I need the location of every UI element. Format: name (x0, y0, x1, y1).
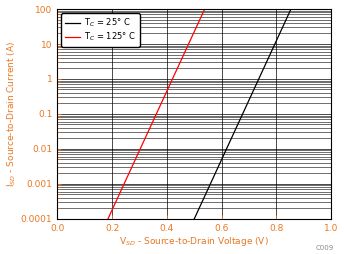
T$_C$ = 25° C (289, 8, 293, 11)
T$_C$ = 125° C (163, 93, 167, 96)
Line: T$_C$ = 125° C: T$_C$ = 125° C (108, 9, 205, 219)
T$_C$ = 125° C (163, 92, 168, 96)
T$_C$ = 25° C (193, 217, 197, 220)
Y-axis label: I$_{SD}$ - Source-to-Drain Current (A): I$_{SD}$ - Source-to-Drain Current (A) (6, 41, 18, 187)
T$_C$ = 125° C (165, 89, 169, 92)
X-axis label: V$_{SD}$ - Source-to-Drain Voltage (V): V$_{SD}$ - Source-to-Drain Voltage (V) (119, 235, 269, 248)
T$_C$ = 25° C (192, 217, 196, 220)
T$_C$ = 25° C (280, 27, 284, 30)
Text: C009: C009 (315, 245, 334, 251)
T$_C$ = 125° C (106, 217, 110, 220)
T$_C$ = 25° C (251, 89, 256, 92)
Legend: T$_C$ = 25° C, T$_C$ = 125° C: T$_C$ = 25° C, T$_C$ = 125° C (62, 13, 140, 46)
T$_C$ = 125° C (106, 217, 110, 220)
T$_C$ = 125° C (194, 27, 198, 30)
T$_C$ = 125° C (203, 8, 207, 11)
T$_C$ = 25° C (250, 92, 254, 96)
T$_C$ = 25° C (274, 40, 278, 43)
T$_C$ = 125° C (187, 40, 192, 43)
T$_C$ = 25° C (249, 93, 254, 96)
Line: T$_C$ = 25° C: T$_C$ = 25° C (194, 9, 291, 219)
